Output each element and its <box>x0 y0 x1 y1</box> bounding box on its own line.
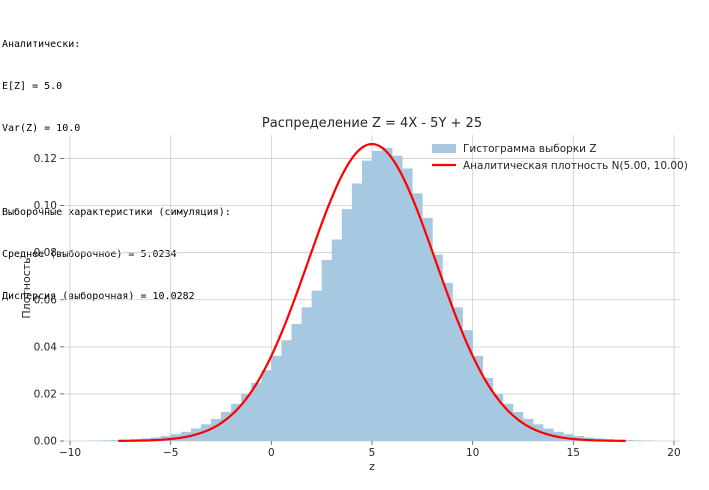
x-tick-label: 15 <box>567 447 580 459</box>
console-output: Аналитически: E[Z] = 5.0 Var(Z) = 10.0 В… <box>2 10 231 318</box>
histogram-bar <box>281 340 292 441</box>
histogram-bar <box>382 147 393 441</box>
histogram-bar <box>633 440 645 441</box>
histogram-bar <box>221 412 232 441</box>
histogram-bar <box>261 370 272 441</box>
y-tick-label: 0.06 <box>34 294 58 306</box>
legend-hist-label: Гистограмма выборки Z <box>463 143 597 155</box>
x-tick-label: 0 <box>268 447 275 459</box>
console-line: E[Z] = 5.0 <box>2 81 63 92</box>
histogram-bar <box>412 193 423 441</box>
histogram-bar <box>100 440 111 441</box>
histogram-bar <box>341 209 353 441</box>
histogram-bar <box>231 403 242 441</box>
histogram-bar <box>311 290 322 441</box>
console-line: Аналитически: <box>2 39 81 50</box>
y-tick-label: 0.08 <box>34 247 57 259</box>
histogram-bar <box>200 424 212 441</box>
y-tick-label: 0.04 <box>34 341 58 353</box>
y-tick-label: 0.10 <box>34 200 57 212</box>
y-tick-label: 0.02 <box>34 388 57 400</box>
histogram-bar <box>110 440 121 441</box>
chart-title: Распределение Z = 4X - 5Y + 25 <box>262 116 482 131</box>
histogram-bar <box>432 254 443 441</box>
histogram-bar <box>251 382 262 441</box>
legend: Гистограмма выборки Z Аналитическая плот… <box>432 143 688 172</box>
histogram-bar <box>462 330 473 441</box>
histogram-bar <box>271 355 282 441</box>
histogram-bar <box>301 307 312 441</box>
histogram-bar <box>492 394 504 441</box>
histogram-bar <box>402 168 413 441</box>
histogram-bar <box>512 412 524 441</box>
histogram-bar <box>392 155 403 441</box>
console-line: Дисперсия (выборочная) = 10.0282 <box>2 291 195 302</box>
histogram-bar <box>452 307 463 441</box>
histogram-bar <box>522 418 534 441</box>
y-tick-label: 0.00 <box>34 436 57 448</box>
histogram-bar <box>321 259 333 441</box>
x-tick-label: −10 <box>59 447 81 459</box>
y-tick-label: 0.12 <box>34 153 57 165</box>
x-tick-label: 20 <box>667 447 680 459</box>
histogram-bar <box>482 377 494 441</box>
histogram-bar <box>372 151 383 441</box>
console-line: Выборочные характеристики (симуляция): <box>2 207 231 218</box>
histogram-bar <box>291 324 302 441</box>
histogram-bar <box>210 418 222 441</box>
histogram-bar <box>502 403 514 441</box>
console-line: Var(Z) = 10.0 <box>2 123 81 134</box>
histogram-bar <box>331 239 343 441</box>
histogram-bar <box>241 394 252 441</box>
y-axis-label: Плотность <box>20 257 33 318</box>
x-tick-label: 10 <box>466 447 479 459</box>
x-tick-label: 5 <box>369 447 376 459</box>
x-tick-label: −5 <box>163 447 178 459</box>
legend-hist-swatch <box>432 144 456 153</box>
x-axis-label: z <box>369 460 375 473</box>
histogram-bar <box>361 160 373 441</box>
histogram-bars <box>90 147 655 441</box>
histogram-bar <box>351 183 363 441</box>
density-curve <box>118 142 626 442</box>
legend-density-label: Аналитическая плотность N(5.00, 10.00) <box>463 160 688 172</box>
histogram-bar <box>422 217 433 441</box>
x-axis-ticks: −10 −5 0 5 10 15 20 <box>59 441 681 459</box>
histogram-bar <box>533 424 544 441</box>
histogram-bar <box>623 440 634 441</box>
y-axis-ticks: 0.00 0.02 0.04 0.06 0.08 0.10 0.12 <box>34 153 64 448</box>
histogram-bar <box>442 282 453 441</box>
console-line: Среднее (выборочное) = 5.0234 <box>2 249 177 260</box>
histogram-bar <box>472 355 484 441</box>
